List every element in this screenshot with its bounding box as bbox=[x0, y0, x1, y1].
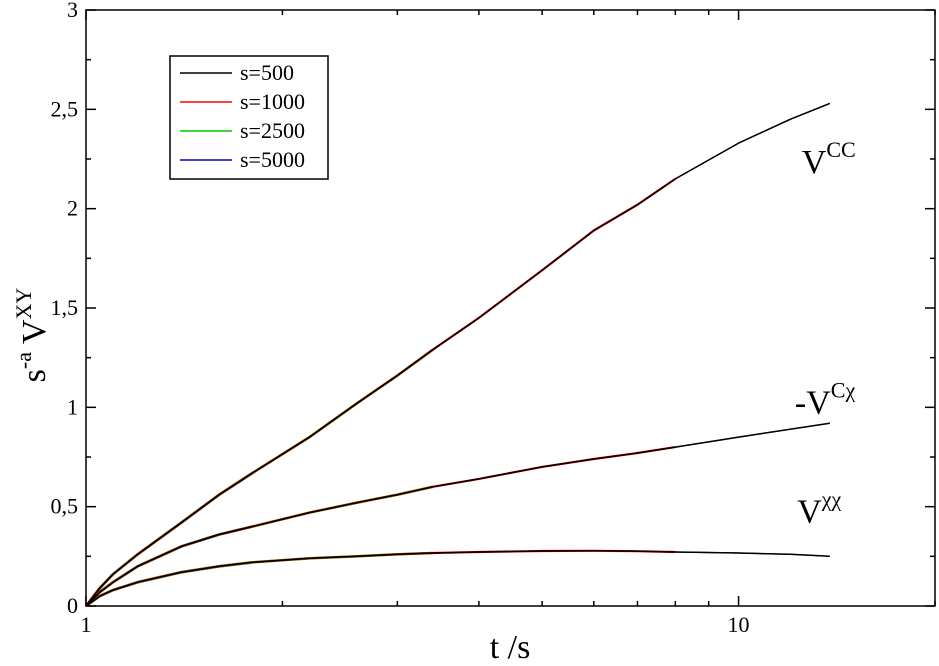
annotation-vcc-base: V bbox=[802, 144, 827, 181]
svg-text:s-aVXY: s-a VXY bbox=[11, 288, 53, 383]
series-line-s500-vχχ bbox=[85, 550, 830, 607]
y-tick-label: 0,5 bbox=[51, 494, 79, 519]
annotation-vchichi-sup: χχ bbox=[821, 487, 842, 512]
y-axis-title-main: V bbox=[16, 319, 53, 344]
legend-entry-s2500: s=2500 bbox=[180, 118, 305, 143]
legend-entry-s500: s=500 bbox=[180, 60, 294, 85]
legend-label-s2500: s=2500 bbox=[240, 118, 305, 143]
legend-label-s1000: s=1000 bbox=[240, 89, 305, 114]
y-axis-title: s-a VXY bbox=[11, 288, 53, 383]
y-axis-title-prefix-sup: -a bbox=[11, 352, 36, 369]
y-tick-label: 3 bbox=[67, 0, 78, 22]
series-line-s2500-vcχ bbox=[85, 485, 434, 607]
legend-box bbox=[169, 55, 329, 180]
annotation-vcc-sup: CC bbox=[826, 137, 855, 162]
series-line-s5000-vcc bbox=[84, 471, 254, 607]
legend: s=500 s=1000 s=2500 s=5000 bbox=[169, 55, 329, 180]
legend-entry-s5000: s=5000 bbox=[180, 147, 305, 172]
x-axis-title: t /s bbox=[490, 629, 531, 666]
series-line-s1000-vχχ bbox=[85, 549, 676, 607]
annotation-vcchi-sup: Cχ bbox=[831, 377, 856, 402]
annotation-vcchi-base: -V bbox=[795, 384, 831, 421]
y-tick-label: 0 bbox=[67, 593, 78, 618]
legend-entry-s1000: s=1000 bbox=[180, 89, 305, 114]
y-tick-label: 2 bbox=[67, 196, 78, 221]
y-tick-label: 1 bbox=[67, 394, 78, 419]
curves-group bbox=[84, 102, 831, 608]
series-line-overlay bbox=[85, 422, 830, 607]
series-line-s1000-vcc bbox=[85, 177, 676, 607]
y-axis-title-prefix: s bbox=[16, 369, 53, 382]
y-tick-label: 2,5 bbox=[51, 96, 79, 121]
annotation-vcc: VCC bbox=[802, 137, 856, 181]
ticks-group: 0 0,5 1 1,5 2 2,5 3 1 10 bbox=[51, 0, 936, 637]
legend-label-s5000: s=5000 bbox=[240, 147, 305, 172]
annotation-vcchi: -VCχ bbox=[795, 377, 856, 421]
series-line-overlay bbox=[85, 102, 831, 607]
x-tick-label: 1 bbox=[81, 612, 92, 637]
annotation-vchichi: Vχχ bbox=[797, 487, 841, 531]
y-tick-label: 1,5 bbox=[51, 295, 79, 320]
y-axis-title-main-sup: XY bbox=[11, 288, 36, 320]
legend-label-s500: s=500 bbox=[240, 60, 294, 85]
annotation-vchichi-base: V bbox=[797, 494, 822, 531]
x-tick-label: 10 bbox=[728, 612, 750, 637]
series-line-s500-vcχ bbox=[85, 422, 830, 607]
series-line-overlay bbox=[85, 550, 830, 607]
